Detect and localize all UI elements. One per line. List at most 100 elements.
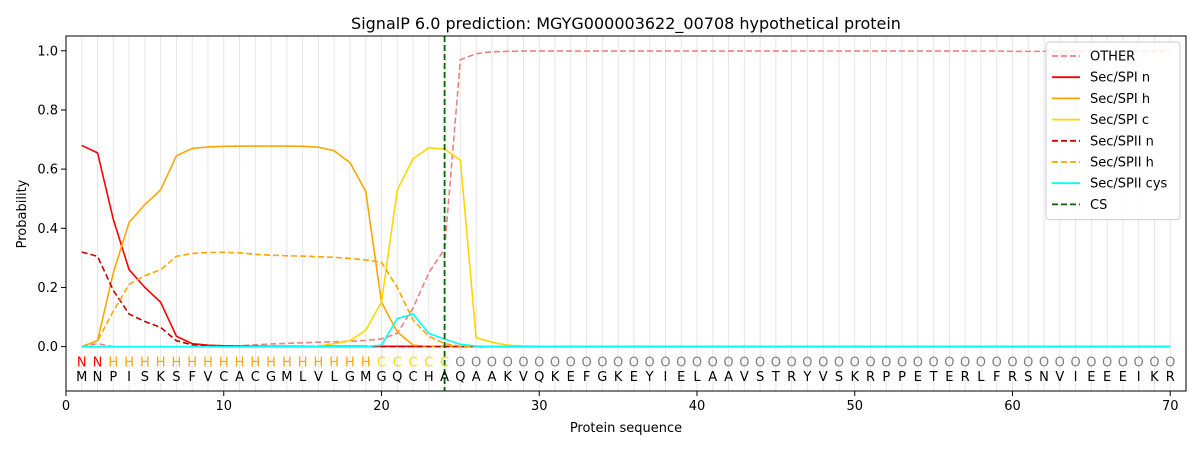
residue-label: K [156,370,165,385]
residue-label: I [1137,370,1141,385]
residue-label: S [1024,370,1032,385]
residue-label: V [314,370,323,385]
region-label: O [613,355,623,370]
residue-label: P [882,370,890,385]
region-label: O [960,355,970,370]
residue-label: E [1119,370,1127,385]
series-line-0 [81,50,1171,348]
residue-label: Y [645,370,654,385]
y-tick-label: 0.4 [37,222,58,237]
residue-label: G [266,370,276,385]
region-label: O [913,355,923,370]
legend-entry: Sec/SPII n [1090,134,1154,149]
y-axis-label: Probability [15,179,30,248]
region-label: O [1007,355,1017,370]
residue-label: S [172,370,180,385]
residue-label: S [835,370,843,385]
residue-label: R [787,370,796,385]
region-label: C [409,355,418,370]
residue-label: F [188,370,195,385]
x-tick-label: 60 [1004,399,1021,414]
residue-label: A [440,370,449,385]
residue-label: Q [534,370,544,385]
region-label: H [266,355,276,370]
region-label: O [597,355,607,370]
region-label: H [219,355,229,370]
residue-label: I [1074,370,1078,385]
legend-entry: OTHER [1090,50,1135,65]
region-label: O [676,355,686,370]
region-label: O [1086,355,1096,370]
region-label: O [1102,355,1112,370]
region-label: H [345,355,355,370]
region-label: H [298,355,308,370]
residue-label: L [977,370,985,385]
region-label: O [818,355,828,370]
x-tick-label: 70 [1162,399,1179,414]
y-tick-label: 0.2 [37,281,58,296]
residue-label: P [109,370,117,385]
region-label: O [850,355,860,370]
residue-label: K [503,370,512,385]
region-label: O [723,355,733,370]
region-label: O [944,355,954,370]
residue-label: H [424,370,434,385]
residue-label: G [597,370,607,385]
x-tick-label: 10 [215,399,232,414]
region-label: O [834,355,844,370]
legend-entry: Sec/SPI c [1090,113,1149,128]
residue-label: L [299,370,307,385]
region-label: N [93,355,103,370]
region-label: O [487,355,497,370]
region-label: O [566,355,576,370]
region-label: H [250,355,260,370]
residue-label: R [1008,370,1017,385]
region-label: O [518,355,528,370]
residue-label: L [693,370,701,385]
region-label: O [771,355,781,370]
residue-label: E [677,370,685,385]
region-label: H [156,355,166,370]
residue-label: E [1103,370,1111,385]
residue-label: V [519,370,528,385]
region-label: O [581,355,591,370]
region-label: C [440,355,449,370]
region-label: H [361,355,371,370]
region-label: O [471,355,481,370]
region-label: O [992,355,1002,370]
region-label: O [1070,355,1080,370]
legend-entry: CS [1090,198,1107,213]
residue-label: I [664,370,668,385]
region-label: O [1165,355,1175,370]
region-label: O [881,355,891,370]
residue-label: F [583,370,590,385]
region-label: O [1134,355,1144,370]
residue-label: R [1166,370,1175,385]
residue-label: E [567,370,575,385]
region-label: O [534,355,544,370]
residue-label: C [219,370,228,385]
residue-label: G [376,370,386,385]
legend-entry: Sec/SPI n [1090,71,1150,86]
region-label: H [235,355,245,370]
y-tick-label: 0.0 [37,340,58,355]
residue-label: E [914,370,922,385]
series-line-1 [81,144,1171,348]
region-label: H [314,355,324,370]
x-tick-label: 50 [846,399,863,414]
series-lines [81,50,1171,348]
residue-label: A [708,370,717,385]
region-label: O [550,355,560,370]
x-tick-label: 20 [373,399,390,414]
sequence-labels: NMNNHPHIHSHKHSHFHVHCHAHCHGHMHLHVHLHGHMCG… [76,355,1175,385]
residue-label: E [945,370,953,385]
region-label: O [1149,355,1159,370]
residue-label: M [76,370,87,385]
residue-label: C [251,370,260,385]
region-label: O [660,355,670,370]
region-label: O [802,355,812,370]
residue-label: A [724,370,733,385]
x-tick-label: 30 [531,399,548,414]
residue-label: V [1055,370,1064,385]
residue-label: M [281,370,292,385]
